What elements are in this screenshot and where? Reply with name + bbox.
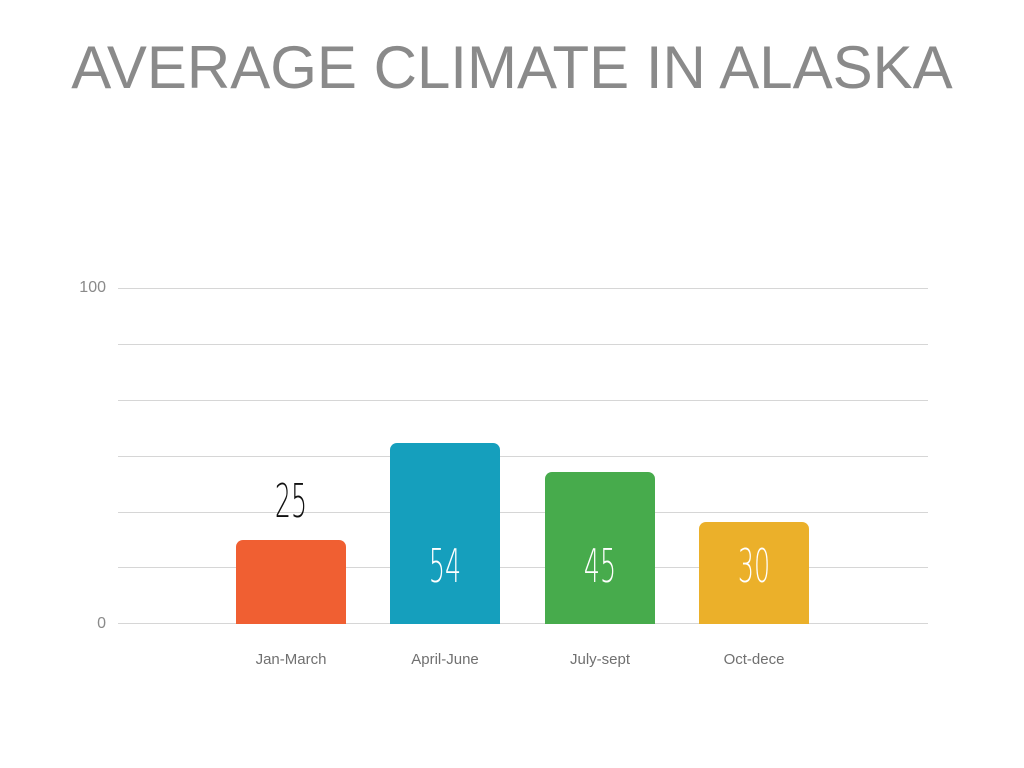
gridline — [118, 456, 928, 457]
chart-title: AVERAGE CLIMATE IN ALASKA — [71, 34, 953, 101]
bar-oct-dece — [699, 522, 809, 624]
gridline — [118, 344, 928, 345]
x-label-april-june: April-June — [411, 651, 479, 668]
data-label-april-june: 54 — [428, 539, 462, 593]
y-tick-0: 0 — [97, 615, 106, 632]
data-label-oct-dece: 30 — [737, 539, 771, 593]
bar-july-sept — [545, 472, 655, 624]
gridline-100 — [118, 288, 928, 289]
x-axis-baseline — [118, 623, 928, 624]
x-label-oct-dece: Oct-dece — [723, 651, 785, 668]
gridline — [118, 512, 928, 513]
x-label-july-sept: July-sept — [569, 651, 631, 668]
data-label-july-sept: 45 — [583, 539, 617, 593]
gridline — [118, 400, 928, 401]
bar-jan-march — [236, 540, 346, 624]
bar-april-june — [390, 443, 500, 624]
x-label-jan-march: Jan-March — [255, 651, 327, 668]
y-tick-100: 100 — [79, 279, 106, 296]
data-label-jan-march: 25 — [274, 474, 308, 528]
gridline — [118, 567, 928, 568]
